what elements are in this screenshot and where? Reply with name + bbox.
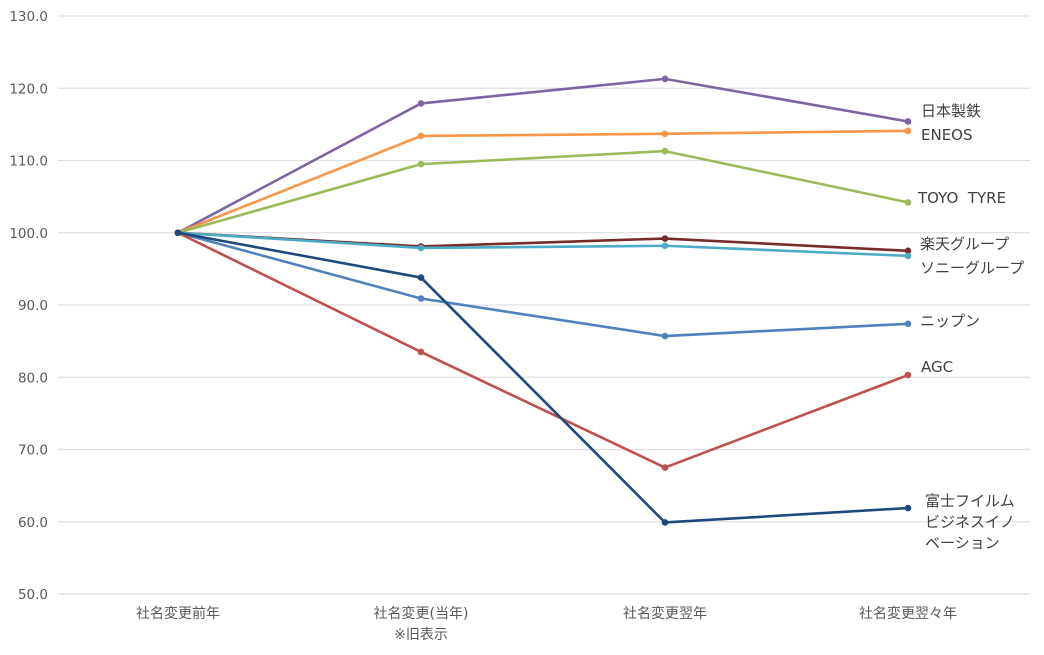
y-tick-label: 80.0	[18, 370, 48, 386]
data-point	[904, 247, 912, 255]
series-label: AGC	[921, 358, 953, 376]
x-category-label: 社名変更(当年)	[374, 605, 469, 622]
y-tick-label: 60.0	[18, 515, 48, 531]
series-label: ニップン	[920, 312, 980, 330]
series-7	[174, 229, 912, 526]
data-point	[661, 519, 669, 526]
series-0	[174, 75, 912, 237]
series-line	[177, 149, 909, 235]
data-point	[904, 127, 912, 135]
data-point	[417, 132, 425, 140]
series-6	[174, 229, 912, 471]
data-point	[417, 160, 425, 168]
x-category-label: 社名変更翌々年	[859, 605, 957, 622]
y-tick-label: 130.0	[9, 9, 48, 25]
data-point	[661, 242, 669, 250]
series-line	[177, 231, 909, 258]
x-axis-category-labels: 社名変更前年 社名変更(当年) ※旧表示 社名変更翌年 社名変更翌々年	[136, 605, 957, 643]
series-label: TOYO TYRE	[917, 189, 1006, 207]
x-category-label: 社名変更翌年	[623, 605, 707, 622]
series-label: ビジネスイノ	[925, 513, 1015, 531]
data-point	[417, 100, 425, 107]
data-point	[661, 464, 669, 471]
data-point	[904, 320, 912, 328]
series-label: 楽天グループ	[920, 235, 1009, 253]
y-tick-label: 70.0	[18, 443, 48, 459]
data-point	[904, 199, 912, 206]
series-1	[174, 127, 912, 237]
gridlines	[58, 15, 1030, 595]
y-tick-label: 110.0	[9, 154, 48, 170]
series-label: 日本製鉄	[921, 102, 981, 120]
data-point	[904, 504, 912, 512]
data-point	[174, 229, 182, 237]
series-line	[177, 231, 909, 338]
data-point	[417, 244, 425, 252]
data-point	[904, 118, 912, 125]
data-point	[661, 130, 669, 138]
x-category-label: ※旧表示	[394, 627, 448, 643]
data-point	[661, 235, 669, 242]
series-label: ENEOS	[921, 126, 973, 144]
x-category-label: 社名変更前年	[136, 605, 220, 622]
series-label: 富士フイルム	[925, 492, 1015, 510]
series-line	[177, 231, 909, 524]
series-line	[177, 77, 909, 234]
y-tick-label: 50.0	[18, 587, 48, 603]
data-point	[661, 147, 669, 155]
data-point	[417, 348, 425, 356]
data-point	[417, 295, 425, 302]
series-lines	[174, 75, 912, 526]
series-line	[177, 129, 909, 234]
y-axis-tick-labels: 130.0 120.0 110.0 100.0 90.0 80.0 70.0 60.0 50.0	[9, 9, 48, 603]
series-label: ソニーグループ	[920, 259, 1024, 277]
data-point	[661, 75, 669, 83]
data-point	[904, 371, 912, 379]
data-point	[904, 252, 912, 260]
series-line	[177, 231, 909, 469]
y-tick-label: 100.0	[9, 226, 48, 242]
data-point	[661, 332, 669, 340]
data-point	[417, 274, 425, 281]
series-label: ベーション	[925, 534, 1000, 552]
y-tick-label: 90.0	[18, 298, 48, 314]
y-tick-label: 120.0	[9, 81, 48, 97]
